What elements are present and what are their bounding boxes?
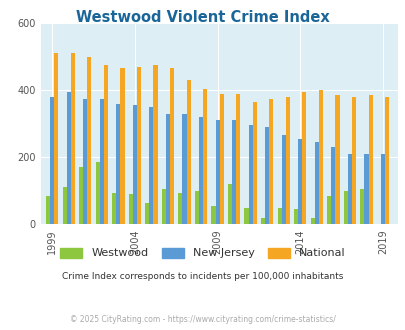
Bar: [50, 97, 54, 224]
Bar: [264, 127, 269, 224]
Bar: [153, 65, 157, 224]
Bar: [128, 194, 132, 224]
Bar: [112, 192, 116, 224]
Bar: [116, 104, 120, 224]
Text: Crime Index corresponds to incidents per 100,000 inhabitants: Crime Index corresponds to incidents per…: [62, 272, 343, 281]
Bar: [194, 191, 198, 224]
Bar: [227, 184, 232, 224]
Bar: [252, 102, 256, 224]
Bar: [132, 105, 136, 224]
Bar: [368, 95, 372, 224]
Bar: [236, 94, 240, 224]
Bar: [326, 196, 330, 224]
Bar: [87, 57, 91, 224]
Bar: [149, 107, 153, 224]
Bar: [347, 154, 351, 224]
Bar: [104, 65, 108, 224]
Bar: [351, 97, 355, 224]
Bar: [100, 99, 104, 224]
Bar: [359, 189, 364, 224]
Bar: [244, 208, 248, 224]
Bar: [281, 136, 285, 224]
Bar: [219, 94, 223, 224]
Bar: [66, 92, 70, 224]
Bar: [54, 53, 58, 224]
Bar: [380, 154, 384, 224]
Bar: [285, 97, 289, 224]
Bar: [161, 189, 166, 224]
Bar: [83, 99, 87, 224]
Legend: Westwood, New Jersey, National: Westwood, New Jersey, National: [60, 248, 345, 258]
Bar: [232, 120, 236, 224]
Bar: [145, 203, 149, 224]
Bar: [364, 154, 368, 224]
Text: Westwood Violent Crime Index: Westwood Violent Crime Index: [76, 10, 329, 25]
Bar: [62, 187, 66, 224]
Bar: [46, 196, 50, 224]
Bar: [95, 162, 100, 224]
Bar: [277, 208, 281, 224]
Bar: [166, 114, 170, 224]
Bar: [343, 191, 347, 224]
Bar: [293, 209, 298, 224]
Bar: [79, 167, 83, 224]
Text: © 2025 CityRating.com - https://www.cityrating.com/crime-statistics/: © 2025 CityRating.com - https://www.city…: [70, 315, 335, 324]
Bar: [302, 92, 306, 224]
Bar: [136, 67, 141, 224]
Bar: [260, 218, 264, 224]
Bar: [198, 117, 202, 224]
Bar: [186, 80, 190, 224]
Bar: [335, 95, 339, 224]
Bar: [248, 125, 252, 224]
Bar: [120, 68, 124, 224]
Bar: [202, 88, 207, 224]
Bar: [211, 206, 215, 224]
Bar: [178, 192, 182, 224]
Bar: [170, 68, 174, 224]
Bar: [330, 147, 335, 224]
Bar: [215, 120, 219, 224]
Bar: [298, 139, 302, 224]
Bar: [269, 99, 273, 224]
Bar: [182, 114, 186, 224]
Bar: [70, 53, 75, 224]
Bar: [310, 218, 314, 224]
Bar: [318, 90, 322, 224]
Bar: [384, 97, 388, 224]
Bar: [314, 142, 318, 224]
